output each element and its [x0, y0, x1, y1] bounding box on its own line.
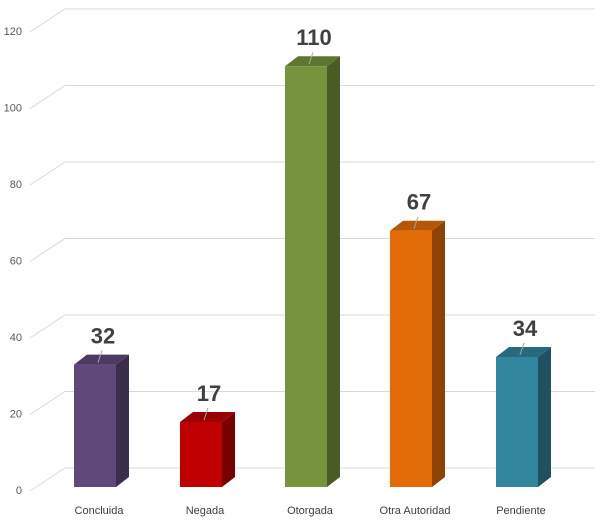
leader-line: [203, 407, 209, 421]
bar-top: [496, 346, 551, 357]
bar-top: [390, 220, 445, 231]
bar-front: [390, 230, 432, 487]
y-tick-label: 0: [16, 485, 22, 497]
bar-side: [432, 220, 445, 487]
leader-line: [413, 216, 419, 229]
bar-top: [285, 56, 340, 67]
y-tick-label: 100: [4, 102, 22, 114]
y-tick-label: 80: [10, 179, 22, 191]
bar: [74, 354, 129, 487]
x-tick-label: Pendiente: [496, 505, 546, 517]
value-label: 110: [296, 25, 332, 50]
value-label: 17: [197, 381, 221, 406]
x-tick-label: Otra Autoridad: [380, 505, 451, 517]
value-label: 34: [513, 316, 538, 341]
bar: [496, 346, 551, 487]
bar: [285, 56, 340, 487]
x-tick-label: Concluida: [75, 505, 125, 517]
leader-line: [97, 350, 103, 363]
x-tick-label: Otorgada: [287, 505, 334, 517]
value-label: 32: [91, 323, 115, 348]
x-tick-label: Negada: [186, 505, 225, 517]
bar-front: [285, 66, 327, 487]
y-tick-label: 40: [10, 332, 22, 344]
bar-front: [180, 421, 222, 487]
bar-side: [222, 411, 235, 487]
grid-line: [29, 8, 595, 33]
bar-top: [74, 354, 129, 365]
grid-line: [29, 161, 595, 186]
y-tick-label: 60: [10, 255, 22, 267]
leader-line: [519, 342, 525, 356]
y-tick-label: 120: [4, 26, 22, 38]
bar-front: [74, 364, 116, 487]
leader-line: [308, 52, 314, 65]
bar-top: [180, 411, 235, 422]
grid-line: [29, 85, 595, 109]
value-label: 67: [407, 190, 431, 215]
bar-side: [538, 346, 551, 487]
bar-side: [116, 354, 129, 487]
bar-front: [496, 356, 538, 487]
bar: [180, 411, 235, 487]
bar-side: [327, 56, 340, 487]
bar: [390, 220, 445, 487]
y-tick-label: 20: [10, 408, 22, 420]
